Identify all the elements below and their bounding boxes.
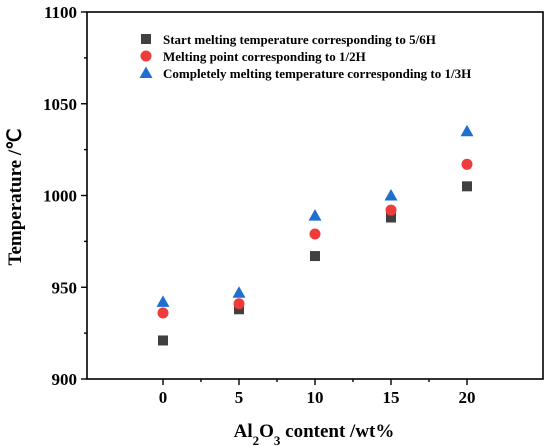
y-tick-label: 1000 (43, 187, 77, 206)
series-2-point (461, 158, 473, 170)
series-2-point (309, 228, 321, 240)
x-axis-title-part2: O (259, 421, 274, 442)
y-tick-label: 1050 (43, 95, 77, 114)
legend-marker-3 (139, 66, 153, 78)
y-tick-label: 950 (52, 278, 78, 297)
y-axis-title: Temperature /℃ (5, 129, 26, 266)
series-2-point (385, 204, 397, 216)
series-1-point (234, 304, 244, 315)
x-axis-title-sub2: 3 (274, 433, 281, 446)
x-tick-label: 20 (459, 388, 476, 407)
legend-label-3: Completely melting temperature correspon… (163, 66, 471, 81)
y-tick-label: 900 (52, 370, 78, 389)
series-3-point (308, 209, 322, 221)
series-3-point (384, 189, 398, 201)
series-3-point (156, 295, 170, 307)
x-tick-label: 5 (235, 388, 244, 407)
x-tick-label: 10 (307, 388, 324, 407)
series-1-point (310, 251, 320, 262)
series-3-point (232, 286, 246, 298)
x-axis-title-sub1: 2 (253, 433, 260, 446)
legend-marker-1 (141, 34, 151, 44)
y-tick-label: 1100 (44, 3, 77, 22)
series-2-point (157, 307, 169, 319)
series-1-point (158, 335, 168, 346)
legend-label-1: Start melting temperature corresponding … (163, 32, 436, 47)
x-axis-title-part3: content /wt% (280, 421, 394, 442)
series-1-point (386, 212, 396, 223)
x-tick-label: 15 (383, 388, 400, 407)
series-3-point (460, 124, 474, 137)
x-axis-title: Al2O3 content /wt% (234, 421, 395, 446)
x-tick-label: 0 (159, 388, 168, 407)
x-axis-title-part1: Al (234, 421, 253, 442)
series-1-point (462, 181, 472, 192)
legend-label-2: Melting point corresponding to 1/2H (163, 49, 366, 64)
legend-marker-2 (140, 50, 152, 62)
series-2-point (233, 298, 245, 310)
